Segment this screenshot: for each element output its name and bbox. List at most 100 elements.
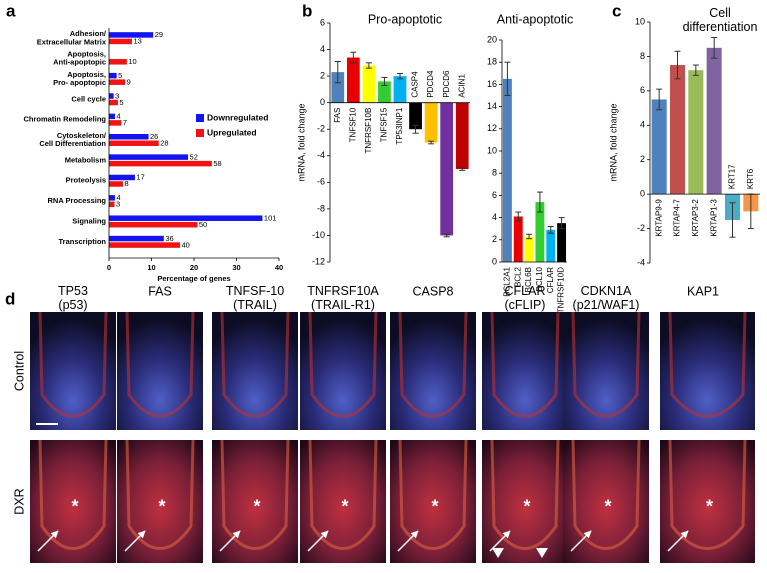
- category-label: PDCD4: [426, 70, 435, 98]
- category-label: Signaling: [72, 216, 106, 225]
- y-tick-label: 16: [487, 79, 497, 89]
- text-line: Apoptosis,: [67, 70, 106, 79]
- text-line: (p53): [58, 298, 87, 312]
- tissue-outline: [125, 311, 195, 418]
- tissue-outline: [38, 311, 108, 418]
- error-bar: [558, 217, 565, 230]
- category-label: Apoptosis, Anti-apoptopic: [53, 49, 106, 66]
- bar: [109, 99, 118, 106]
- category-label: KRTAP4-7: [673, 199, 682, 237]
- tissue-outline: [490, 311, 560, 418]
- bar: [688, 70, 704, 195]
- text-line: CFLAR: [505, 284, 546, 298]
- category-label: FAS: [333, 108, 342, 123]
- micrograph: [117, 312, 203, 430]
- chart-title: Pro-apoptotic: [368, 12, 442, 26]
- x-axis-title: Percentage of genes: [157, 274, 230, 283]
- y-tick-label: -10: [312, 230, 325, 240]
- asterisk-marker: *: [253, 496, 260, 516]
- micrograph: [660, 312, 755, 430]
- count-label: 3: [115, 91, 119, 100]
- tissue-outline: [668, 439, 747, 551]
- bar: [109, 195, 115, 201]
- asterisk-marker: *: [341, 496, 348, 516]
- count-label: 4: [116, 193, 120, 202]
- category-label: KRTAP1-3: [709, 199, 718, 237]
- arrowhead: [492, 548, 504, 558]
- text-line: (TRAIL-R1): [311, 298, 375, 312]
- tissue-outline: [490, 439, 560, 551]
- count-label: 40: [181, 240, 189, 249]
- error-bar: [711, 36, 718, 59]
- micrograph: [117, 440, 203, 563]
- bar: [440, 102, 454, 236]
- bar: [109, 242, 180, 248]
- y-tick-label: -8: [317, 203, 325, 213]
- count-label: 36: [165, 234, 173, 243]
- tissue-outline: [398, 439, 468, 551]
- chart-title: Cell differentiation: [683, 6, 758, 34]
- y-tick-label: -4: [317, 150, 325, 160]
- x-tick-label: 0: [107, 263, 111, 272]
- y-tick-label: 6: [640, 85, 645, 95]
- asterisk-marker: *: [523, 496, 530, 516]
- text-line: differentiation: [683, 20, 758, 34]
- micrograph: [390, 440, 476, 563]
- bar: [109, 120, 122, 126]
- category-label: PDCD6: [442, 70, 451, 98]
- bar: [346, 57, 360, 103]
- category-label: TNFRSF10B: [364, 108, 373, 154]
- category-label: CASP4: [411, 71, 420, 98]
- category-label: KRTAP9-9: [654, 199, 663, 237]
- y-tick-label: 0: [320, 97, 325, 107]
- micrograph: [563, 312, 649, 430]
- x-tick-label: 30: [232, 263, 240, 272]
- bar: [455, 102, 469, 170]
- category-label: TNFSF10: [348, 107, 357, 142]
- bar: [109, 32, 154, 38]
- tissue-outline: [220, 311, 290, 418]
- bar: [109, 215, 263, 221]
- error-bar: [515, 211, 522, 222]
- tissue-outline: [571, 439, 641, 551]
- text-line: (TRAIL): [233, 298, 277, 312]
- count-label: 3: [116, 200, 120, 209]
- bar: [546, 229, 556, 262]
- text-line: TNFRSF10A: [307, 284, 379, 298]
- text-line: Extracellular Matrix: [37, 37, 107, 46]
- arrow: [397, 530, 419, 552]
- column-label: TP53 (p53): [58, 284, 88, 312]
- arrow: [570, 530, 592, 552]
- error-bar: [334, 61, 341, 84]
- column-label: TNFRSF10A (TRAIL-R1): [307, 284, 379, 312]
- error-bar: [350, 51, 357, 64]
- count-label: 7: [123, 118, 127, 127]
- category-label: BCL2: [513, 266, 522, 287]
- asterisk-marker: *: [431, 496, 438, 516]
- error-bar: [381, 76, 388, 86]
- y-tick-label: 20: [487, 34, 497, 44]
- count-label: 26: [150, 132, 158, 141]
- micrograph: [300, 312, 386, 430]
- text-line: Cytoskeleton/: [57, 131, 107, 140]
- micrograph: [300, 440, 386, 563]
- y-tick-label: 2: [320, 70, 325, 80]
- y-tick-label: -2: [317, 124, 325, 134]
- bar: [109, 160, 212, 167]
- legend-swatch: [196, 129, 204, 137]
- text-line: Apoptosis,: [67, 49, 106, 58]
- bar: [109, 235, 164, 242]
- bar: [557, 223, 567, 262]
- y-tick-label: 6: [492, 190, 497, 200]
- column-label: TNFSF-10 (TRAIL): [226, 284, 284, 312]
- y-axis-title: mRNA, fold change: [296, 103, 306, 181]
- micrograph: [563, 440, 649, 563]
- legend-label: Downregulated: [207, 112, 268, 122]
- count-label: 5: [119, 98, 123, 107]
- error-bar: [692, 64, 699, 76]
- y-tick-label: 18: [487, 57, 497, 67]
- bar: [524, 236, 534, 262]
- bar: [706, 47, 722, 195]
- category-label: RNA Processing: [48, 196, 107, 205]
